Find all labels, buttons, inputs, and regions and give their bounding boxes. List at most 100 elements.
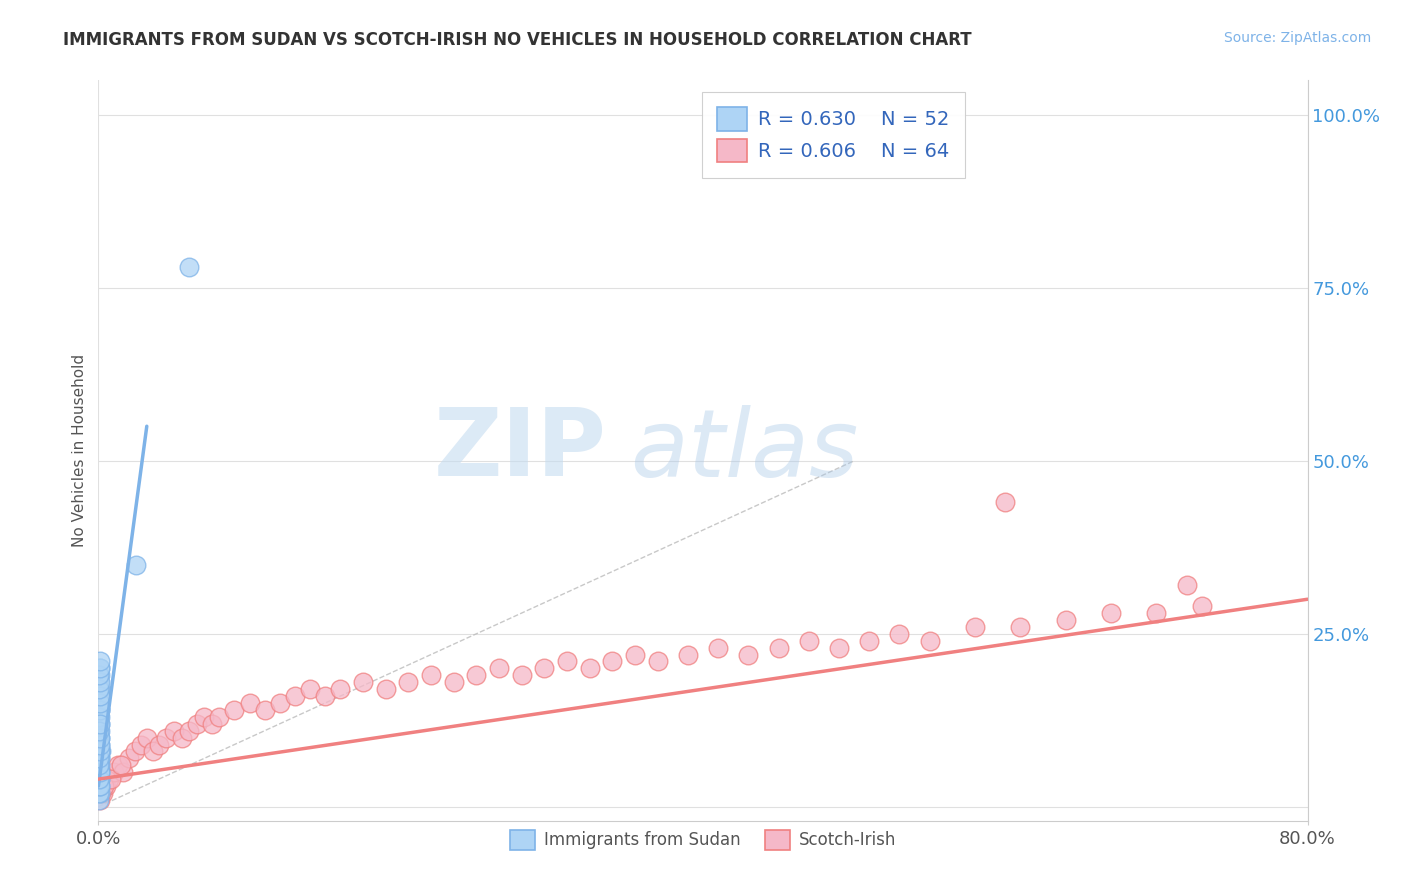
Point — [89, 710, 111, 724]
Point — [555, 655, 578, 669]
Text: atlas: atlas — [630, 405, 859, 496]
Point — [89, 710, 111, 724]
Point — [193, 710, 215, 724]
Point — [89, 703, 111, 717]
Point — [89, 675, 111, 690]
Point — [90, 786, 112, 800]
Point — [91, 786, 114, 800]
Point — [89, 751, 111, 765]
Point — [94, 779, 117, 793]
Point — [186, 716, 208, 731]
Point — [89, 723, 111, 738]
Point — [737, 648, 759, 662]
Point — [1099, 606, 1122, 620]
Point — [89, 779, 111, 793]
Point — [142, 744, 165, 758]
Point — [676, 648, 699, 662]
Point — [89, 751, 111, 765]
Point — [89, 723, 111, 738]
Point — [374, 682, 396, 697]
Point — [89, 668, 111, 682]
Point — [89, 786, 111, 800]
Point — [89, 655, 111, 669]
Point — [602, 655, 624, 669]
Point — [239, 696, 262, 710]
Point — [89, 696, 111, 710]
Y-axis label: No Vehicles in Household: No Vehicles in Household — [72, 354, 87, 547]
Point — [965, 620, 987, 634]
Point — [352, 675, 374, 690]
Point — [89, 786, 111, 800]
Point — [89, 661, 111, 675]
Point — [89, 772, 111, 786]
Point — [110, 758, 132, 772]
Point — [155, 731, 177, 745]
Point — [89, 793, 111, 807]
Point — [98, 772, 121, 786]
Point — [89, 723, 111, 738]
Point — [179, 723, 201, 738]
Point — [578, 661, 600, 675]
Point — [768, 640, 790, 655]
Point — [510, 668, 533, 682]
Point — [89, 751, 111, 765]
Point — [103, 765, 125, 780]
Point — [89, 765, 111, 780]
Text: IMMIGRANTS FROM SUDAN VS SCOTCH-IRISH NO VEHICLES IN HOUSEHOLD CORRELATION CHART: IMMIGRANTS FROM SUDAN VS SCOTCH-IRISH NO… — [63, 31, 972, 49]
Point — [89, 765, 111, 780]
Point — [420, 668, 443, 682]
Point — [89, 779, 111, 793]
Point — [89, 758, 111, 772]
Point — [1010, 620, 1032, 634]
Point — [89, 738, 111, 752]
Point — [314, 689, 336, 703]
Point — [284, 689, 307, 703]
Point — [465, 668, 488, 682]
Point — [797, 633, 820, 648]
Point — [201, 716, 224, 731]
Point — [124, 744, 146, 758]
Point — [111, 765, 134, 780]
Point — [647, 655, 669, 669]
Point — [1191, 599, 1213, 614]
Point — [118, 751, 141, 765]
Point — [89, 675, 111, 690]
Point — [89, 696, 111, 710]
Point — [329, 682, 352, 697]
Point — [89, 744, 111, 758]
Point — [269, 696, 291, 710]
Point — [89, 731, 111, 745]
Point — [224, 703, 246, 717]
Point — [253, 703, 276, 717]
Point — [89, 772, 111, 786]
Point — [89, 682, 111, 697]
Point — [129, 738, 152, 752]
Point — [100, 772, 122, 786]
Point — [994, 495, 1017, 509]
Point — [1144, 606, 1167, 620]
Point — [107, 758, 129, 772]
Point — [208, 710, 231, 724]
Point — [89, 689, 111, 703]
Point — [707, 640, 730, 655]
Text: ZIP: ZIP — [433, 404, 606, 497]
Point — [89, 703, 111, 717]
Point — [89, 738, 111, 752]
Point — [89, 661, 111, 675]
Point — [89, 772, 111, 786]
Point — [89, 793, 111, 807]
Point — [396, 675, 419, 690]
Point — [299, 682, 322, 697]
Point — [135, 731, 157, 745]
Point — [89, 758, 111, 772]
Point — [889, 627, 911, 641]
Point — [90, 744, 112, 758]
Point — [89, 731, 111, 745]
Point — [828, 640, 851, 655]
Point — [89, 758, 111, 772]
Point — [89, 744, 111, 758]
Point — [89, 716, 111, 731]
Point — [918, 633, 941, 648]
Point — [1175, 578, 1198, 592]
Point — [93, 779, 115, 793]
